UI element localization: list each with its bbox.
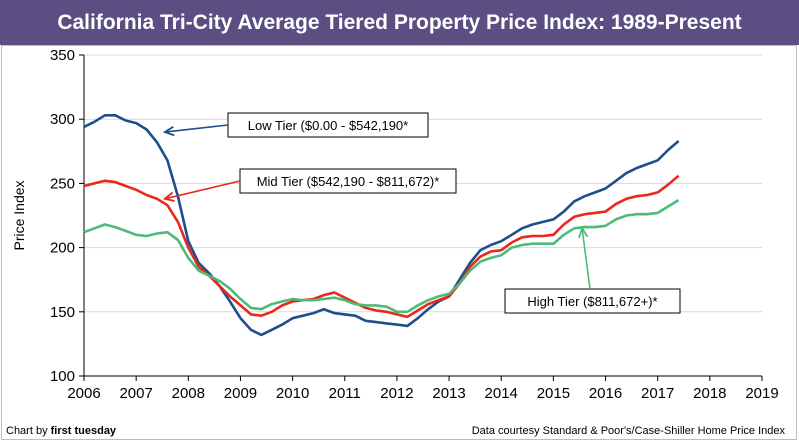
callout-box-low	[227, 112, 429, 138]
x-tick-label: 2012	[380, 385, 413, 402]
x-tick-label: 2015	[537, 385, 570, 402]
callout-label-low: Low Tier ($0.00 - $542,190*	[248, 118, 408, 133]
callout-label-high: High Tier ($811,672+)*	[527, 294, 657, 309]
footer-source: Data courtesy Standard & Poor's/Case-Shi…	[471, 425, 785, 437]
callout-arrow-mid	[164, 180, 241, 200]
y-tick-label: 300	[50, 111, 75, 128]
grid	[84, 54, 762, 377]
footer-credit-prefix: Chart by	[6, 425, 51, 437]
x-tick-label: 2014	[485, 385, 518, 402]
callout-label-mid: Mid Tier ($542,190 - $811,672)*	[257, 174, 440, 189]
y-tick-label: 200	[50, 240, 75, 257]
series-line-low	[83, 114, 680, 337]
callout-arrowhead-mid	[162, 191, 175, 202]
axes: 100 150 200 250 300 350 2006 2007 2008 2009 2010 20…	[50, 47, 779, 402]
y-tick-label: 100	[50, 368, 75, 385]
callout-arrow-low	[164, 124, 229, 133]
callout-arrowhead-low	[162, 125, 175, 137]
footer-credit-brand: first tuesday	[50, 425, 117, 437]
annotations: Low Tier ($0.00 - $542,190* Mid Tier ($54…	[162, 112, 681, 314]
series-line-high	[83, 198, 680, 314]
callout-box-mid	[239, 168, 457, 194]
x-tick-label: 2008	[172, 385, 205, 402]
callout-box-high	[504, 288, 681, 314]
x-tick-label: 2007	[119, 385, 152, 402]
x-tick-label: 2011	[329, 385, 361, 402]
x-tick-label: 2006	[67, 385, 100, 402]
x-tick-label: 2018	[693, 385, 726, 402]
callout-arrow-high	[581, 228, 591, 290]
x-tick-label: 2010	[276, 385, 309, 402]
y-tick-label: 250	[50, 175, 75, 192]
x-tick-label: 2009	[224, 385, 257, 402]
x-tick-label: 2017	[641, 385, 674, 402]
y-tick-label: 350	[50, 47, 75, 64]
x-tick-label: 2019	[745, 385, 778, 402]
series-lines	[83, 114, 680, 337]
series-line-mid	[83, 174, 680, 319]
y-tick-label: 150	[50, 304, 75, 321]
callout-arrowhead-high	[578, 226, 589, 239]
chart-title: California Tri-City Average Tiered Prope…	[0, 0, 799, 45]
x-tick-label: 2013	[432, 385, 465, 402]
x-tick-label: 2016	[589, 385, 622, 402]
y-axis-label: Price Index	[11, 180, 27, 250]
footer-credit: Chart by first tuesday	[6, 425, 116, 437]
chart-area: 100 150 200 250 300 350 2006 2007 2008 2009 2010 20…	[11, 47, 779, 402]
